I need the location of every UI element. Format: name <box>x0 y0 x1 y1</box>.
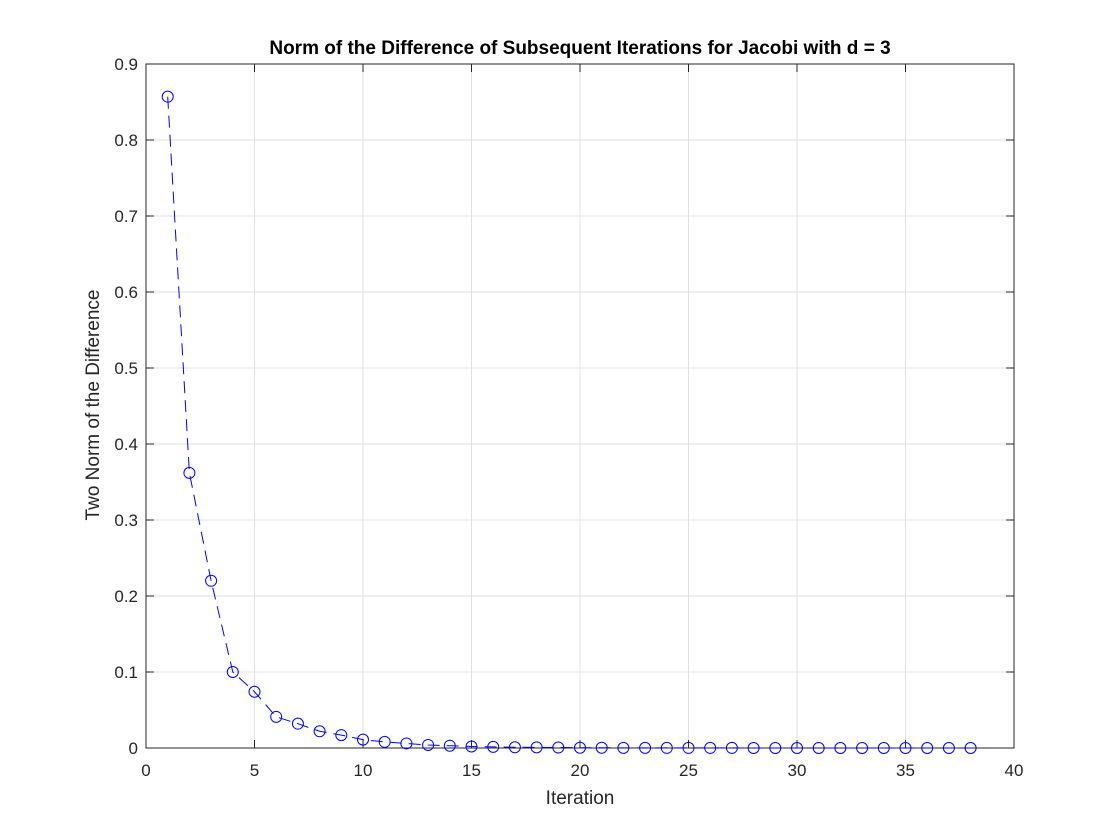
y-tick-label: 0.2 <box>114 587 138 606</box>
data-point <box>335 729 348 742</box>
y-tick-label: 0.1 <box>114 663 138 682</box>
y-tick-label: 0.8 <box>114 131 138 150</box>
data-point <box>769 742 782 754</box>
x-tick-label: 15 <box>462 761 481 780</box>
y-tick-label: 0.4 <box>114 435 138 454</box>
data-point <box>877 742 890 754</box>
data-point <box>205 574 218 587</box>
chart-title: Norm of the Difference of Subsequent Ite… <box>269 38 890 59</box>
data-point <box>682 741 695 754</box>
data-point <box>357 733 369 746</box>
data-point <box>964 742 977 754</box>
data-point <box>639 741 652 754</box>
x-tick-label: 25 <box>679 761 698 780</box>
y-axis-title: Two Norm of the Difference <box>83 290 104 521</box>
data-point <box>422 738 435 751</box>
y-tick-label: 0.6 <box>114 283 138 302</box>
data-point <box>508 741 521 754</box>
data-point <box>791 742 803 754</box>
x-tick-label: 20 <box>571 761 590 780</box>
data-point <box>574 741 586 754</box>
y-tick-label: 0.7 <box>114 207 138 226</box>
x-tick-label: 10 <box>354 761 373 780</box>
data-point <box>291 717 304 730</box>
y-tick-label: 0.3 <box>114 511 138 530</box>
x-tick-label: 30 <box>788 761 807 780</box>
data-point <box>617 741 630 754</box>
data-point <box>899 742 912 754</box>
series <box>161 90 977 754</box>
data-point <box>161 90 174 103</box>
data-point <box>270 710 283 723</box>
data-point <box>226 666 239 678</box>
data-point <box>552 741 565 754</box>
data-point <box>443 739 456 752</box>
x-tick-label: 0 <box>141 761 150 780</box>
y-tick-label: 0.9 <box>114 55 138 74</box>
data-point <box>660 741 673 754</box>
data-point <box>183 466 196 479</box>
series-line <box>167 96 971 749</box>
data-point <box>313 725 326 738</box>
data-point <box>921 742 934 754</box>
x-axis-title: Iteration <box>546 788 615 809</box>
data-point <box>942 742 955 754</box>
x-tick-label: 35 <box>896 761 915 780</box>
data-point <box>812 742 825 754</box>
grid <box>145 63 1015 749</box>
data-point <box>834 742 847 754</box>
data-point <box>487 740 500 753</box>
data-point <box>725 741 738 754</box>
data-point <box>378 735 391 748</box>
data-point <box>747 742 760 754</box>
data-point <box>856 742 869 754</box>
tick-labels: 0 5 10 15 20 25 30 35 40 0 0.1 0.2 0.3 0.4 0.5 0.6 0.7 0.… <box>114 55 1023 780</box>
data-point <box>704 741 717 754</box>
data-point <box>530 741 543 754</box>
x-tick-label: 40 <box>1005 761 1024 780</box>
data-point <box>400 737 413 750</box>
data-point <box>248 685 261 698</box>
data-point <box>595 741 608 754</box>
x-tick-label: 5 <box>250 761 259 780</box>
y-tick-label: 0 <box>129 739 138 758</box>
data-point <box>465 740 478 753</box>
y-tick-label: 0.5 <box>114 359 138 378</box>
